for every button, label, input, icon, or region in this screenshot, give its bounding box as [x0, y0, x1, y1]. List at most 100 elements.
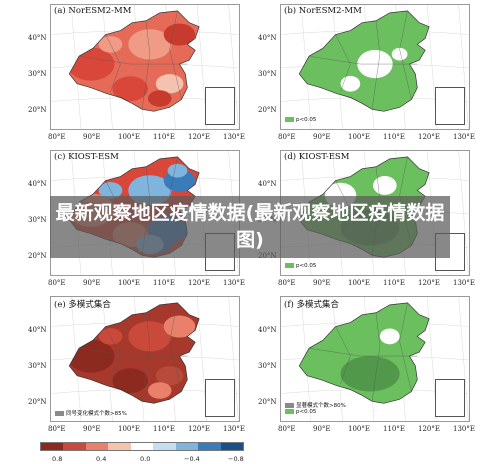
latitude-label: 20°N	[258, 398, 277, 406]
longitude-label: 130°E	[223, 279, 245, 287]
legend-text: p<0.05	[296, 117, 317, 123]
longitude-label: 120°E	[188, 279, 210, 287]
colorbar-segment	[63, 443, 86, 450]
legend-swatch	[285, 403, 294, 408]
latitude-label: 20°N	[28, 252, 47, 260]
latitude-label: 40°N	[28, 326, 47, 334]
colorbar-tick-label: −0.4	[184, 455, 200, 463]
latitude-label: 40°N	[258, 326, 277, 334]
latitude-label: 40°N	[258, 180, 277, 188]
legend-text: p<0.05	[296, 263, 317, 269]
legend-text: 显著模式个数>80%	[296, 403, 346, 409]
longitude-label: 100°E	[348, 133, 370, 141]
longitude-label: 130°E	[223, 133, 245, 141]
longitude-label: 90°E	[313, 425, 331, 433]
longitude-label: 130°E	[453, 133, 475, 141]
longitude-label: 90°E	[83, 425, 101, 433]
longitude-label: 90°E	[313, 133, 331, 141]
longitude-label: 80°E	[48, 425, 66, 433]
panel-label: (e) 多模式集合	[54, 300, 111, 310]
colorbar-tick-label: 0.4	[96, 455, 107, 463]
panel-label: (c) KIOST-ESM	[54, 152, 119, 162]
legend-text: 同号变化模式个数>85%	[66, 411, 127, 417]
colorbar-segment	[198, 443, 221, 450]
map-panel: (a) NorESM2-MM	[50, 4, 240, 130]
colorbar-segment	[85, 443, 109, 450]
latitude-label: 40°N	[258, 34, 277, 42]
china-map	[281, 297, 469, 421]
banner-title: 最新观察地区疫情数据(最新观察地区疫情数据图)	[55, 202, 445, 251]
panel-label: (d) KIOST-ESM	[284, 152, 350, 162]
colorbar-tick-label: 0.0	[140, 455, 151, 463]
longitude-label: 110°E	[383, 279, 405, 287]
legend-item: 显著模式个数>80%	[285, 401, 346, 409]
longitude-label: 90°E	[83, 279, 101, 287]
colorbar-segment	[130, 443, 154, 450]
latitude-label: 30°N	[28, 362, 47, 370]
longitude-label: 100°E	[118, 279, 140, 287]
panel-label: (b) NorESM2-MM	[284, 6, 362, 16]
colorbar-segment	[220, 443, 243, 450]
longitude-label: 80°E	[278, 279, 296, 287]
legend-item: 同号变化模式个数>85%	[55, 409, 127, 417]
colorbar-segment	[41, 443, 64, 450]
longitude-label: 100°E	[118, 425, 140, 433]
map-panel: (f) 多模式集合显著模式个数>80% p<0.05	[280, 296, 470, 422]
colorbar-tick-label: 0.8	[52, 455, 63, 463]
title-banner	[50, 196, 450, 258]
longitude-label: 130°E	[453, 425, 475, 433]
legend-swatch	[55, 411, 64, 416]
legend-item: p<0.05	[285, 117, 316, 123]
latitude-label: 30°N	[258, 362, 277, 370]
longitude-label: 100°E	[348, 279, 370, 287]
longitude-label: 90°E	[313, 279, 331, 287]
latitude-label: 20°N	[28, 398, 47, 406]
longitude-label: 80°E	[48, 133, 66, 141]
panel-label: (f) 多模式集合	[284, 300, 339, 310]
legend-item: p<0.05	[285, 263, 316, 269]
longitude-label: 110°E	[153, 133, 175, 141]
latitude-label: 30°N	[28, 216, 47, 224]
longitude-label: 100°E	[348, 425, 370, 433]
longitude-label: 120°E	[418, 279, 440, 287]
longitude-label: 110°E	[153, 425, 175, 433]
colorbar-segment	[175, 443, 199, 450]
longitude-label: 110°E	[153, 279, 175, 287]
legend-swatch	[285, 409, 294, 414]
longitude-label: 100°E	[118, 133, 140, 141]
longitude-label: 130°E	[223, 425, 245, 433]
south-china-sea-inset	[435, 379, 465, 417]
longitude-label: 80°E	[48, 279, 66, 287]
china-map	[281, 5, 469, 129]
latitude-label: 40°N	[28, 180, 47, 188]
longitude-label: 120°E	[188, 133, 210, 141]
map-panel: (b) NorESM2-MM p<0.05	[280, 4, 470, 130]
legend-swatch	[285, 117, 294, 122]
longitude-label: 90°E	[83, 133, 101, 141]
legend-swatch	[285, 263, 294, 268]
colorbar-segment	[108, 443, 131, 450]
panel-label: (a) NorESM2-MM	[54, 6, 132, 16]
longitude-label: 120°E	[418, 133, 440, 141]
colorbar-tick-label: −0.8	[228, 455, 244, 463]
china-map	[51, 5, 239, 129]
longitude-label: 80°E	[278, 425, 296, 433]
south-china-sea-inset	[435, 87, 465, 125]
longitude-label: 110°E	[383, 133, 405, 141]
latitude-label: 30°N	[28, 70, 47, 78]
longitude-label: 130°E	[453, 279, 475, 287]
latitude-label: 40°N	[28, 34, 47, 42]
longitude-label: 80°E	[278, 133, 296, 141]
longitude-label: 120°E	[188, 425, 210, 433]
latitude-label: 20°N	[258, 106, 277, 114]
colorbar	[40, 442, 244, 451]
legend-text: p<0.05	[296, 409, 317, 415]
south-china-sea-inset	[205, 379, 235, 417]
latitude-label: 30°N	[258, 70, 277, 78]
latitude-label: 20°N	[28, 106, 47, 114]
colorbar-segment	[153, 443, 176, 450]
map-panel: (e) 多模式集合同号变化模式个数>85%	[50, 296, 240, 422]
longitude-label: 120°E	[418, 425, 440, 433]
legend-item: p<0.05	[285, 409, 316, 415]
china-map	[51, 297, 239, 421]
